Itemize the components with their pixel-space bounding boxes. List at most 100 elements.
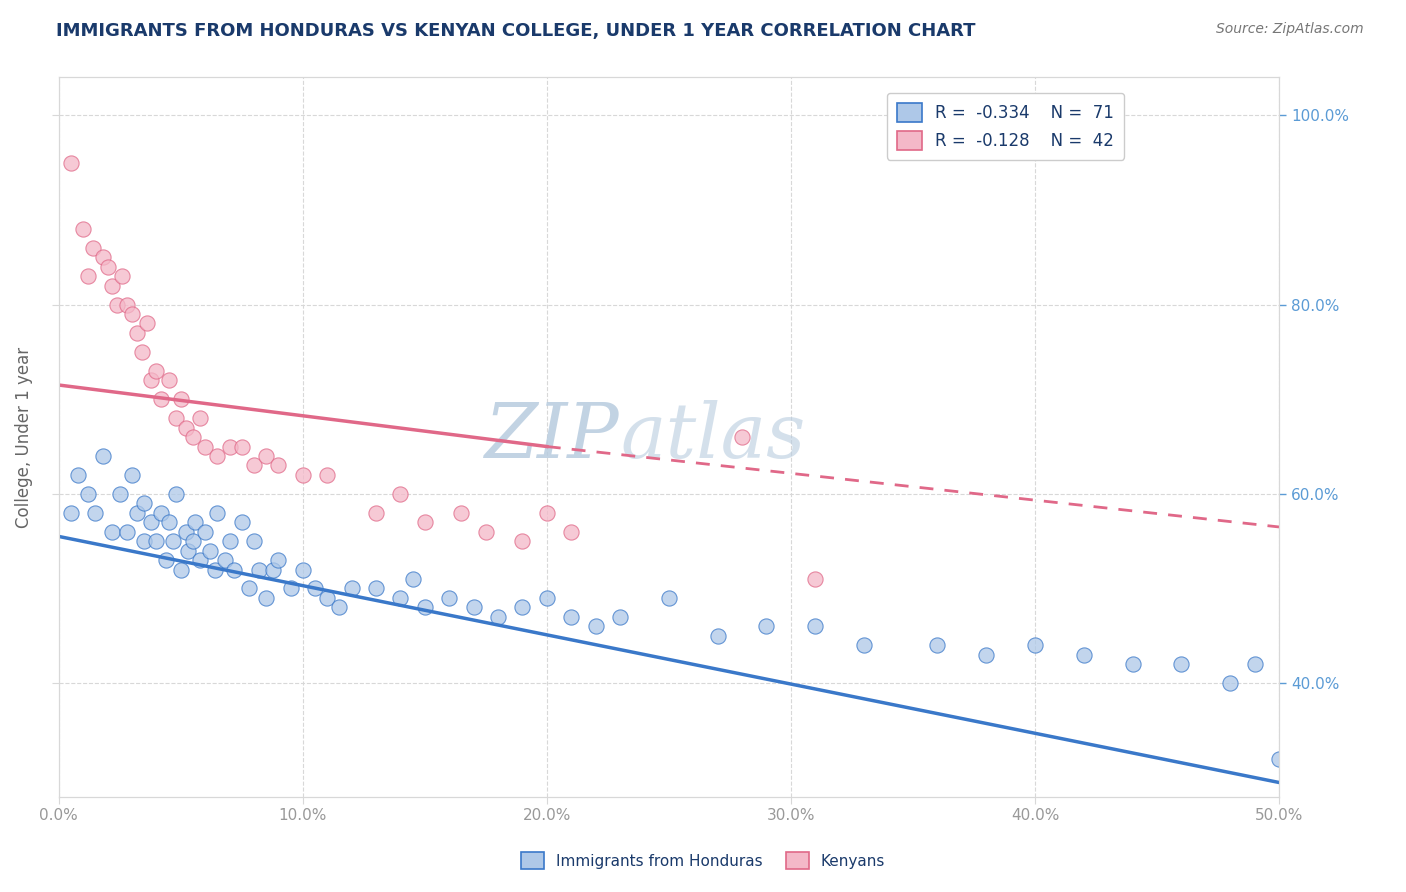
Point [134,496,156,510]
Point [150,506,173,520]
Point [1268,752,1291,766]
Point [1122,657,1144,672]
Point [536,506,558,520]
Point [204,563,226,577]
Point [463,600,485,615]
Point [316,467,339,482]
Point [181,430,204,444]
Point [974,648,997,662]
Text: Source: ZipAtlas.com: Source: ZipAtlas.com [1216,22,1364,37]
Point [214,553,236,567]
Point [328,600,350,615]
Point [207,449,229,463]
Text: IMMIGRANTS FROM HONDURAS VS KENYAN COLLEGE, UNDER 1 YEAR CORRELATION CHART: IMMIGRANTS FROM HONDURAS VS KENYAN COLLE… [56,22,976,40]
Point [157,515,180,529]
Point [141,373,163,387]
Point [174,524,197,539]
Point [304,582,326,596]
Point [145,534,167,549]
Point [224,563,246,577]
Point [177,543,200,558]
Point [585,619,607,633]
Point [115,297,138,311]
Point [254,449,277,463]
Point [162,534,184,549]
Point [450,506,472,520]
Point [135,317,157,331]
Point [145,364,167,378]
Point [486,610,509,624]
Point [72,222,94,236]
Point [77,487,100,501]
Point [755,619,778,633]
Point [59,506,82,520]
Point [1073,648,1095,662]
Point [231,440,253,454]
Y-axis label: College, Under 1 year: College, Under 1 year [15,346,32,528]
Point [247,563,270,577]
Point [96,260,118,274]
Point [364,506,387,520]
Point [91,449,114,463]
Legend: R =  -0.334    N =  71, R =  -0.128    N =  42: R = -0.334 N = 71, R = -0.128 N = 42 [887,93,1125,160]
Point [125,506,148,520]
Point [170,563,193,577]
Point [174,420,197,434]
Point [1219,676,1241,690]
Point [91,250,114,264]
Point [194,524,217,539]
Point [927,638,949,652]
Point [207,506,229,520]
Point [218,440,240,454]
Point [263,563,285,577]
Point [155,553,177,567]
Point [291,467,314,482]
Point [512,600,534,615]
Point [243,458,266,473]
Point [121,307,143,321]
Point [1024,638,1046,652]
Point [267,553,290,567]
Point [340,582,363,596]
Point [512,534,534,549]
Point [170,392,193,407]
Point [82,241,104,255]
Point [316,591,339,605]
Point [560,610,582,624]
Point [364,582,387,596]
Point [131,344,153,359]
Point [1243,657,1265,672]
Point [804,619,827,633]
Point [389,487,412,501]
Point [105,297,128,311]
Point [291,563,314,577]
Text: ZIP: ZIP [485,400,620,474]
Point [194,440,217,454]
Point [181,534,204,549]
Point [198,543,221,558]
Point [184,515,207,529]
Point [254,591,277,605]
Point [121,467,143,482]
Point [437,591,460,605]
Point [413,515,436,529]
Point [658,591,681,605]
Point [853,638,876,652]
Point [125,326,148,340]
Point [413,600,436,615]
Point [150,392,173,407]
Point [67,467,90,482]
Legend: Immigrants from Honduras, Kenyans: Immigrants from Honduras, Kenyans [515,846,891,875]
Point [101,278,124,293]
Point [77,269,100,284]
Point [157,373,180,387]
Point [609,610,631,624]
Text: atlas: atlas [620,400,806,474]
Point [231,515,253,529]
Point [804,572,827,586]
Point [731,430,754,444]
Point [706,629,728,643]
Point [141,515,163,529]
Point [165,411,187,425]
Point [59,155,82,169]
